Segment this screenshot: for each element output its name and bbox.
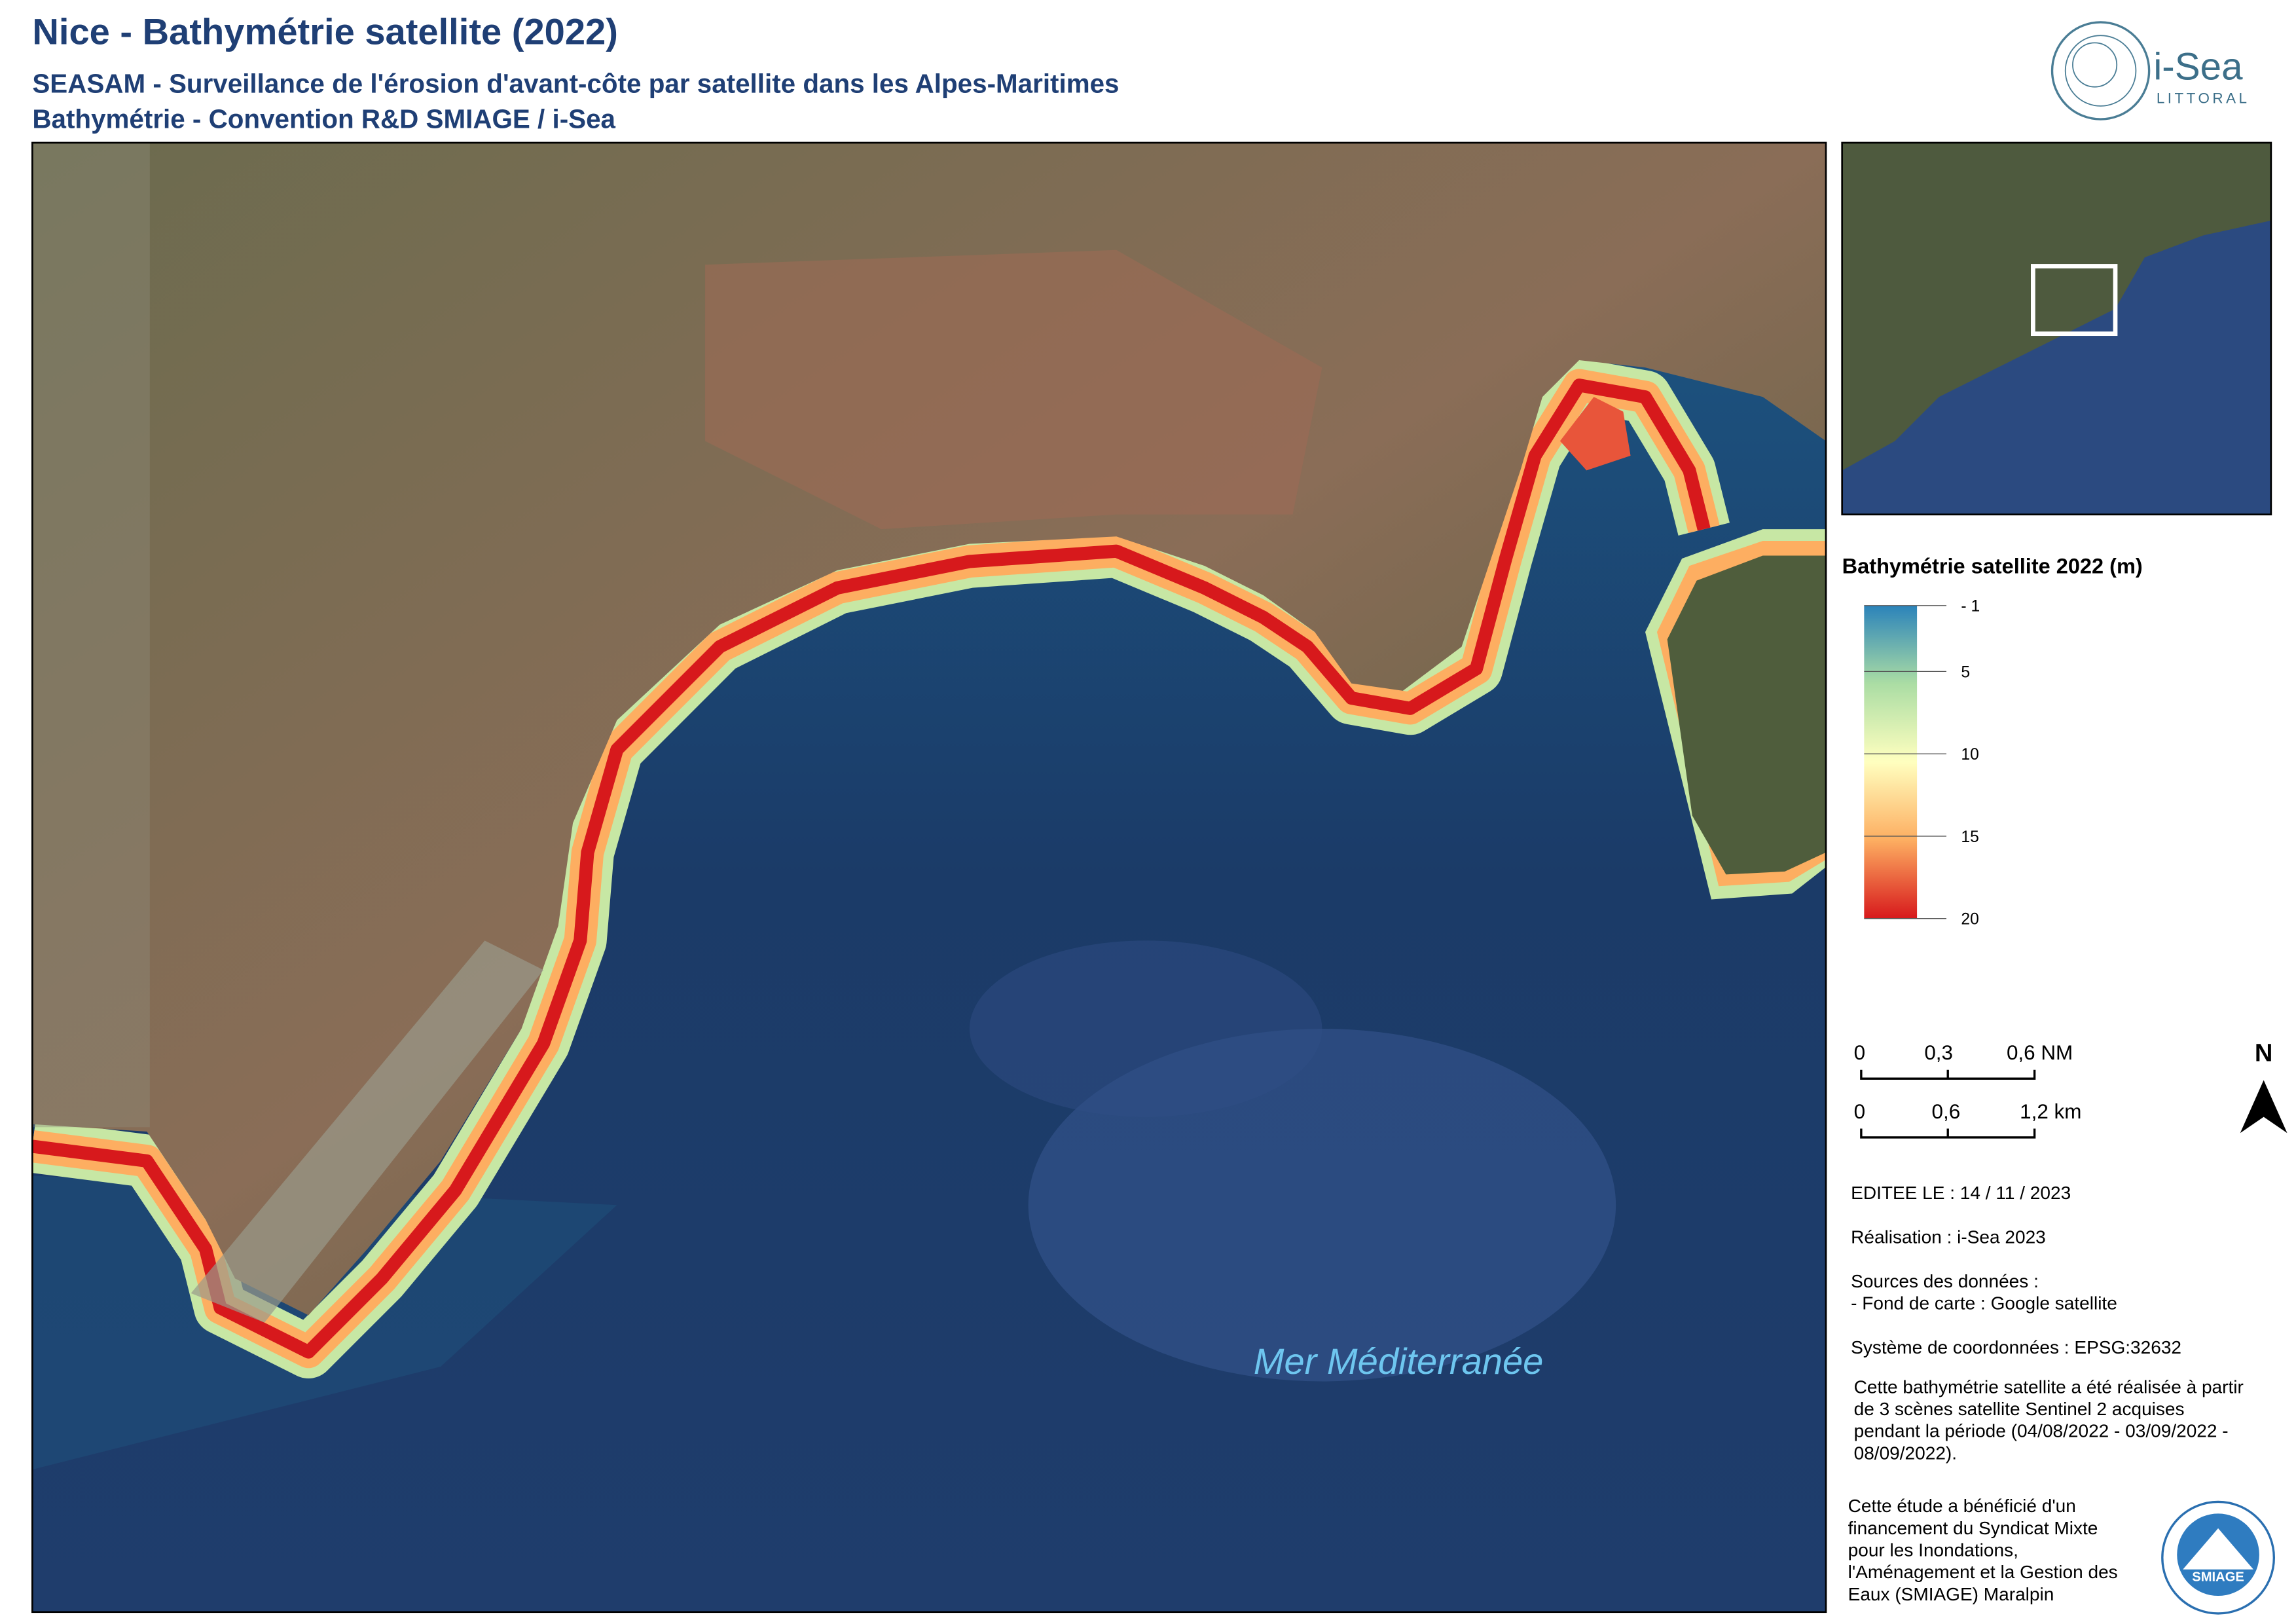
scale-label: 0 — [1854, 1041, 1865, 1064]
colorbar-tick-label: 10 — [1961, 746, 1978, 764]
colorbar — [1864, 605, 1918, 919]
legend-title: Bathymétrie satellite 2022 (m) — [1842, 554, 2143, 578]
note: EDITEE LE : 14 / 11 / 2023 — [1851, 1183, 2071, 1203]
note: de 3 scènes satellite Sentinel 2 acquise… — [1854, 1399, 2185, 1419]
scale-label: 1,2 km — [2020, 1100, 2081, 1123]
inset-map — [1841, 141, 2272, 515]
colorbar-ticks: - 1 5 10 15 20 — [1864, 598, 1980, 929]
scale-label: 0,6 NM — [2007, 1041, 2073, 1064]
notes: EDITEE LE : 14 / 11 / 2023 Réalisation : … — [1851, 1183, 2244, 1463]
title: Nice - Bathymétrie satellite (2022) — [32, 11, 618, 52]
note: Réalisation : i-Sea 2023 — [1851, 1227, 2046, 1247]
funding-line: l'Aménagement et la Gestion des — [1848, 1562, 2118, 1582]
map-frame — [31, 141, 1827, 1614]
colorbar-tick-label: - 1 — [1961, 598, 1980, 616]
scale-bars: 0 0,3 0,6 NM 0 0,6 1,2 km — [1854, 1041, 2081, 1139]
note: 08/09/2022). — [1854, 1443, 1957, 1463]
north-label: N — [2255, 1039, 2273, 1067]
funding-line: Eaux (SMIAGE) Maralpin — [1848, 1584, 2054, 1604]
subtitle: Bathymétrie - Convention R&D SMIAGE / i-… — [32, 104, 615, 134]
scale-label: 0,3 — [1924, 1041, 1953, 1064]
funding-line: Cette étude a bénéficié d'un — [1848, 1496, 2076, 1516]
funding-line: pour les Inondations, — [1848, 1540, 2018, 1560]
funding-text: Cette étude a bénéficié d'unfinancement … — [1848, 1496, 2118, 1604]
note: Cette bathymétrie satellite a été réalis… — [1854, 1376, 2244, 1397]
note: Sources des données : — [1851, 1271, 2039, 1291]
logo-name: i-Sea — [2153, 45, 2243, 88]
colorbar-tick-label: 5 — [1961, 663, 1970, 681]
colorbar-tick-label: 15 — [1961, 828, 1978, 846]
isea-logo: i-Sea LITTORAL — [2050, 21, 2250, 120]
sea-label: Mer Méditerranée — [1254, 1340, 1544, 1382]
note: - Fond de carte : Google satellite — [1851, 1293, 2117, 1314]
funding-line: financement du Syndicat Mixte — [1848, 1518, 2098, 1538]
main-map: Mer Méditerranée — [32, 142, 1826, 1612]
logo-tagline: LITTORAL — [2157, 90, 2250, 106]
note: Système de coordonnées : EPSG:32632 — [1851, 1337, 2181, 1357]
north-arrow: N — [2240, 1039, 2287, 1134]
smiage-logo: SMIAGE — [2161, 1500, 2276, 1615]
note: pendant la période (04/08/2022 - 03/09/2… — [1854, 1421, 2229, 1441]
scale-label: 0 — [1854, 1100, 1865, 1123]
colorbar-tick-label: 20 — [1961, 911, 1978, 929]
scale-label: 0,6 — [1932, 1100, 1961, 1123]
subtitle: SEASAM - Surveillance de l'érosion d'ava… — [32, 69, 1119, 99]
smiage-label: SMIAGE — [2192, 1570, 2244, 1585]
